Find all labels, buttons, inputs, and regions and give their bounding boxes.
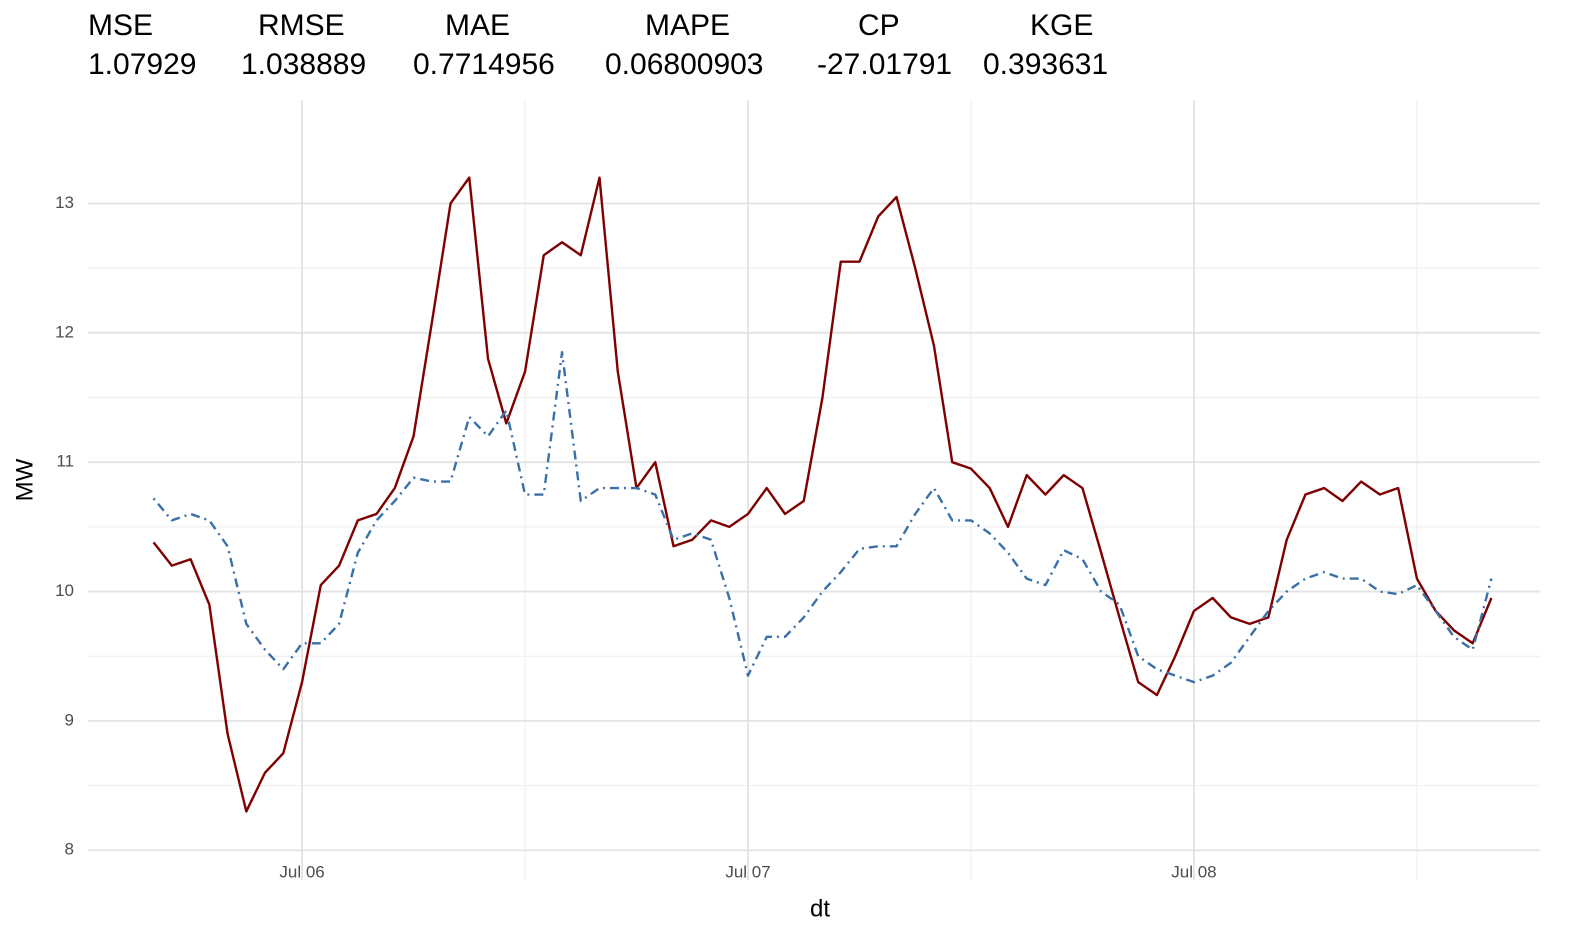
- x-tick-label: Jul 06: [279, 862, 324, 881]
- metric-name: MAPE: [645, 9, 730, 42]
- y-tick-label: 10: [55, 581, 74, 600]
- y-tick-label: 8: [65, 840, 74, 859]
- metric-value: 0.06800903: [605, 48, 764, 81]
- y-axis-title: MW: [11, 458, 38, 501]
- series-line: [152, 176, 1493, 813]
- metric-name: KGE: [1030, 9, 1093, 42]
- metric-value: 0.393631: [983, 48, 1108, 81]
- x-axis-title: dt: [810, 895, 830, 922]
- metric-name: CP: [858, 9, 900, 42]
- metric-value: 1.07929: [88, 48, 196, 81]
- y-tick-label: 11: [56, 452, 74, 471]
- grid: [88, 100, 1540, 880]
- x-tick-label: Jul 08: [1171, 862, 1216, 881]
- metric-value: 1.038889: [241, 48, 366, 81]
- metric-value: -27.01791: [817, 48, 952, 81]
- x-tick-label: Jul 07: [725, 862, 770, 881]
- metric-name: MAE: [445, 9, 510, 42]
- y-tick-label: 13: [55, 193, 74, 212]
- metric-name: MSE: [88, 9, 153, 42]
- y-tick-label: 9: [65, 710, 74, 729]
- metric-value: 0.7714956: [413, 48, 555, 81]
- y-tick-label: 12: [55, 322, 74, 341]
- metric-name: RMSE: [258, 9, 345, 42]
